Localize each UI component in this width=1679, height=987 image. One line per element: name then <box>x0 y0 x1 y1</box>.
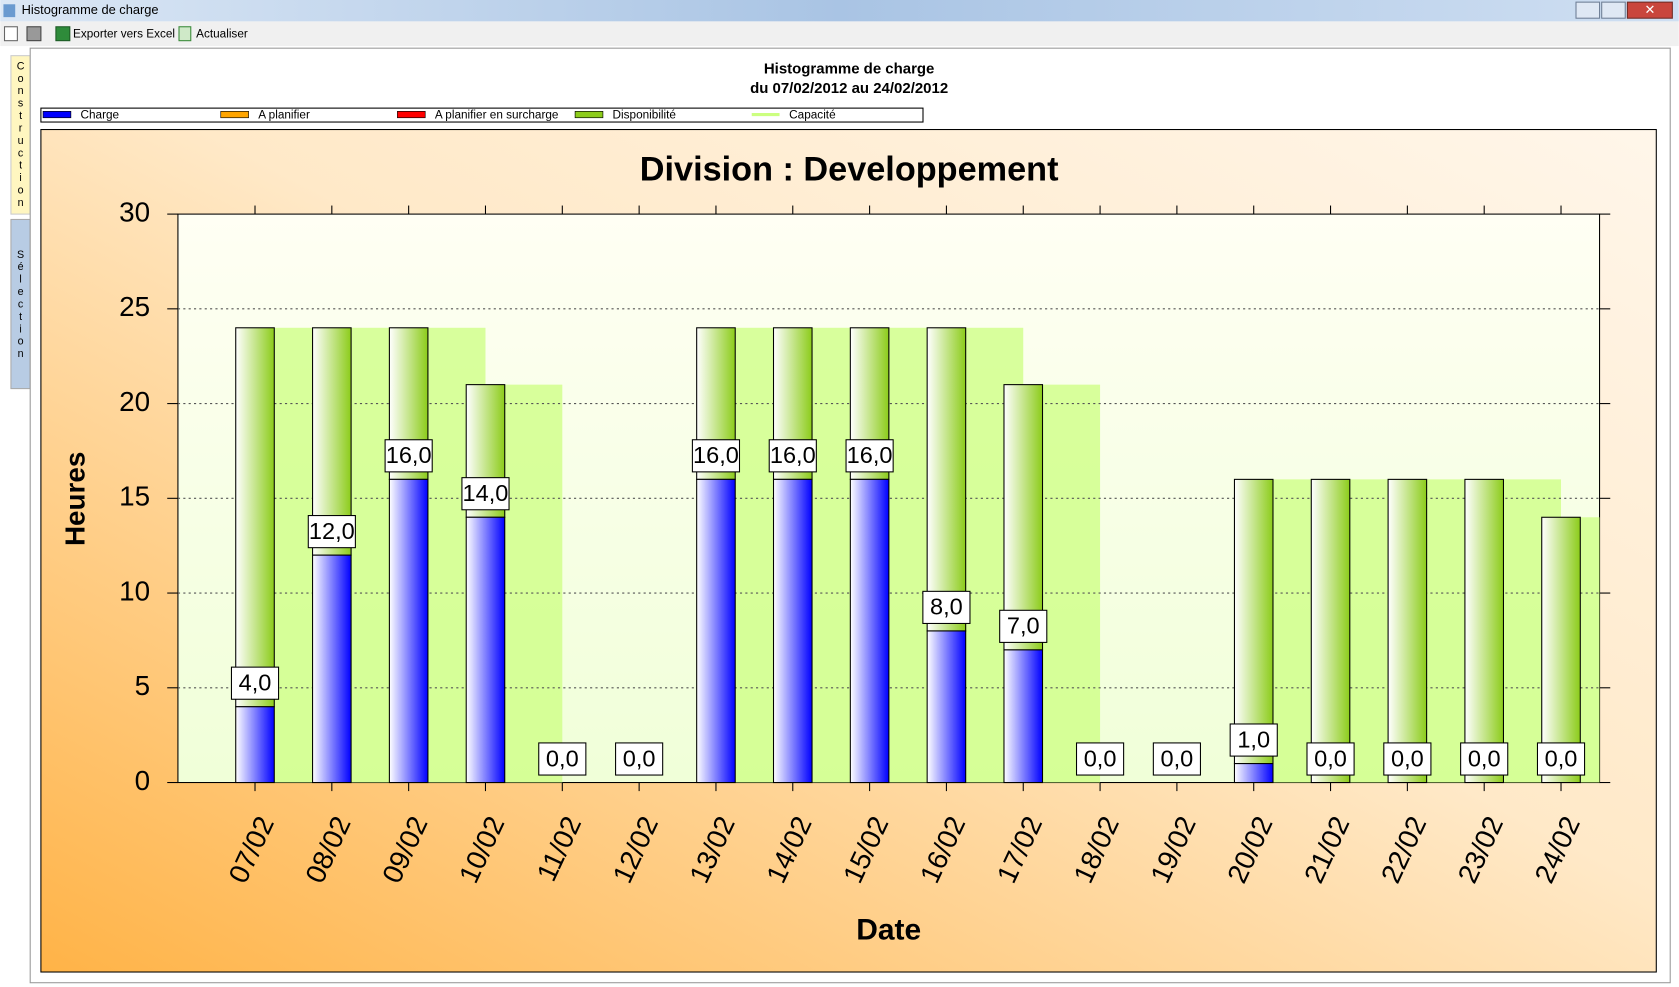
value-label: 7,0 <box>1007 613 1040 639</box>
value-label-box <box>1306 742 1355 776</box>
legend-swatch <box>397 111 426 119</box>
toolbar <box>0 21 1679 47</box>
value-label-box <box>1460 742 1509 776</box>
value-label-box <box>768 439 817 473</box>
y-tick-label: 10 <box>119 575 150 606</box>
y-tick-label: 30 <box>119 196 150 227</box>
charge-bar <box>926 630 967 784</box>
window-title: Histogramme de charge <box>22 2 159 17</box>
value-label-box <box>1536 742 1586 776</box>
availability-bar <box>235 327 275 708</box>
legend-label: A planifier <box>258 109 310 122</box>
availability-bar <box>1541 516 1581 784</box>
value-label: 0,0 <box>1084 745 1117 771</box>
chart-title: Division : Developpement <box>640 150 1059 188</box>
value-label-box <box>691 439 741 473</box>
availability-bar <box>926 327 967 632</box>
value-label-box <box>1075 742 1125 776</box>
value-label: 8,0 <box>930 594 963 620</box>
y-tick-label: 5 <box>135 670 150 701</box>
minimize-button[interactable] <box>1575 1 1601 19</box>
refresh-icon[interactable] <box>178 26 192 42</box>
value-label-box <box>999 609 1048 643</box>
value-label: 14,0 <box>463 480 509 506</box>
value-label-box <box>230 666 280 700</box>
availability-bar <box>1310 478 1351 784</box>
x-axis-label: Date <box>856 913 921 946</box>
value-label: 16,0 <box>693 442 739 468</box>
value-label-box <box>922 590 971 624</box>
header-subtitle: du 07/02/2012 au 24/02/2012 <box>750 80 948 97</box>
value-label-box <box>307 515 356 549</box>
value-label-box <box>461 477 510 511</box>
charge-bar <box>849 478 890 784</box>
value-label-box <box>1383 742 1432 776</box>
value-label-box <box>1229 723 1278 757</box>
app-icon <box>3 4 16 18</box>
export-button[interactable]: Exporter vers Excel <box>73 27 175 40</box>
close-icon: ✕ <box>1644 2 1655 17</box>
charge-bar <box>772 478 813 784</box>
value-label: 0,0 <box>1545 745 1578 771</box>
value-label: 16,0 <box>770 442 816 468</box>
legend-label: A planifier en surcharge <box>435 109 559 122</box>
charge-bar <box>1233 763 1274 784</box>
charge-bar <box>1003 649 1044 784</box>
value-label: 1,0 <box>1237 726 1270 752</box>
value-label: 16,0 <box>386 442 432 468</box>
charge-bar <box>465 516 506 784</box>
excel-icon[interactable] <box>55 26 71 42</box>
maximize-button[interactable] <box>1601 1 1626 19</box>
value-label: 0,0 <box>1468 745 1501 771</box>
legend-label: Capacité <box>789 109 836 122</box>
legend-swatch <box>220 111 249 119</box>
value-label-box <box>1152 742 1201 776</box>
value-label: 0,0 <box>1314 745 1347 771</box>
y-tick-label: 15 <box>119 481 150 512</box>
legend-swatch <box>42 111 72 119</box>
legend <box>40 107 924 123</box>
availability-bar <box>1387 478 1428 784</box>
print-button[interactable] <box>26 26 42 42</box>
y-tick-label: 25 <box>119 291 150 322</box>
charge-bar <box>388 478 429 784</box>
y-axis-label: Heures <box>60 452 91 546</box>
charge-bar <box>696 478 736 784</box>
value-label: 16,0 <box>847 442 893 468</box>
value-label: 12,0 <box>309 518 355 544</box>
charge-bar <box>235 706 275 784</box>
legend-label: Charge <box>81 109 120 122</box>
close-button[interactable] <box>1626 1 1673 19</box>
value-label: 0,0 <box>623 745 656 771</box>
y-tick-label: 20 <box>119 386 150 417</box>
value-label: 0,0 <box>546 745 579 771</box>
title-bar <box>0 0 1679 22</box>
value-label: 4,0 <box>239 669 272 695</box>
availability-bar <box>1233 478 1274 765</box>
legend-swatch <box>574 111 604 119</box>
refresh-button[interactable]: Actualiser <box>196 27 248 40</box>
legend-label: Disponibilité <box>613 109 677 122</box>
header-title: Histogramme de charge <box>764 61 935 78</box>
availability-bar <box>1003 384 1044 651</box>
preview-button[interactable] <box>3 26 18 42</box>
value-label-box <box>845 439 894 473</box>
value-label-box <box>384 439 433 473</box>
value-label: 0,0 <box>1391 745 1424 771</box>
value-label: 0,0 <box>1161 745 1194 771</box>
y-tick-label: 0 <box>135 765 150 796</box>
availability-bar <box>1464 478 1504 784</box>
value-label-box <box>538 742 587 776</box>
charge-bar <box>312 554 352 784</box>
value-label-box <box>615 742 664 776</box>
